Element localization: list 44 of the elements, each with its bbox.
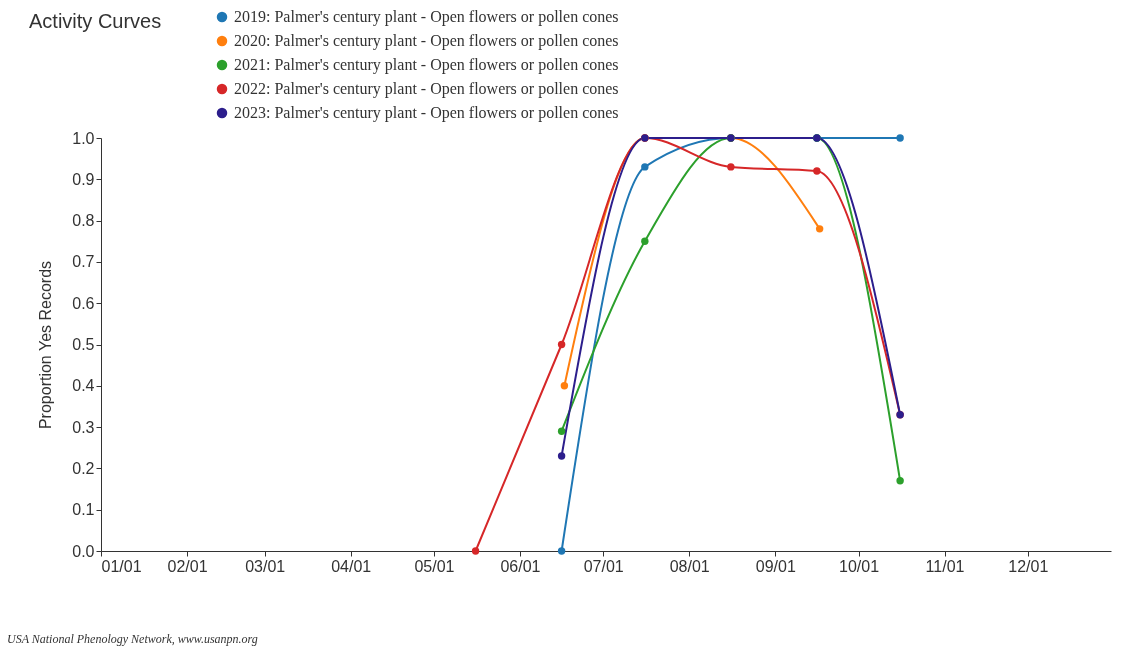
y-tick-label: 0.1	[72, 501, 95, 519]
x-tick-label: 12/01	[1008, 557, 1049, 575]
point	[896, 134, 904, 142]
point	[557, 547, 566, 555]
y-tick-label: 1.0	[72, 129, 95, 147]
point	[557, 427, 566, 435]
text: USA National Phenology Network, www.usanpn.org	[7, 632, 258, 646]
x-tick-label: 03/01	[245, 557, 286, 575]
point	[641, 237, 649, 245]
point	[641, 163, 649, 171]
legend-label: 2020: Palmer's century plant - Open flowers or pollen cones	[234, 32, 619, 50]
y-tick-label: 0.0	[72, 542, 95, 560]
point	[557, 452, 566, 460]
legend-label: 2021: Palmer's century plant - Open flowers or pollen cones	[234, 56, 619, 74]
x-tick-label: 05/01	[414, 557, 455, 575]
y-tick-label: 0.6	[72, 294, 95, 312]
y-tick-label: 0.7	[72, 253, 95, 271]
x-tick-label: 08/01	[669, 557, 710, 575]
y-axis-title: Proportion Yes Records	[37, 260, 55, 430]
x-tick-label: 07/01	[583, 557, 624, 575]
y-tick-label: 0.9	[72, 170, 95, 188]
point	[896, 477, 904, 485]
y-tick-label: 0.2	[72, 459, 95, 477]
y-tick-label: 0.5	[72, 336, 95, 353]
legend-label: 2022: Palmer's century plant - Open flowers or pollen cones	[234, 80, 619, 98]
y-tick-label: 0.3	[72, 418, 95, 436]
point	[813, 167, 821, 175]
x-tick-label: 06/01	[500, 557, 541, 575]
x-tick-label: 01/01	[101, 557, 142, 575]
legend-label: 2019: Palmer's century plant - Open flowers or pollen cones	[234, 8, 619, 26]
x-tick-label: 10/01	[838, 557, 880, 575]
point	[727, 163, 735, 171]
x-tick-label: 09/01	[755, 557, 796, 575]
y-tick-label: 0.4	[72, 377, 95, 395]
x-tick-label: 02/01	[167, 557, 208, 575]
y-tick-label: 0.8	[72, 212, 95, 230]
point	[471, 547, 480, 555]
point	[557, 340, 566, 349]
legend-label: 2023: Palmer's century plant - Open flowers or pollen cones	[234, 104, 619, 122]
x-tick-label: 04/01	[331, 557, 372, 575]
point	[560, 382, 569, 390]
chart-title: Activity Curves	[29, 10, 162, 32]
point	[815, 225, 824, 233]
x-tick-label: 11/01	[925, 557, 965, 575]
